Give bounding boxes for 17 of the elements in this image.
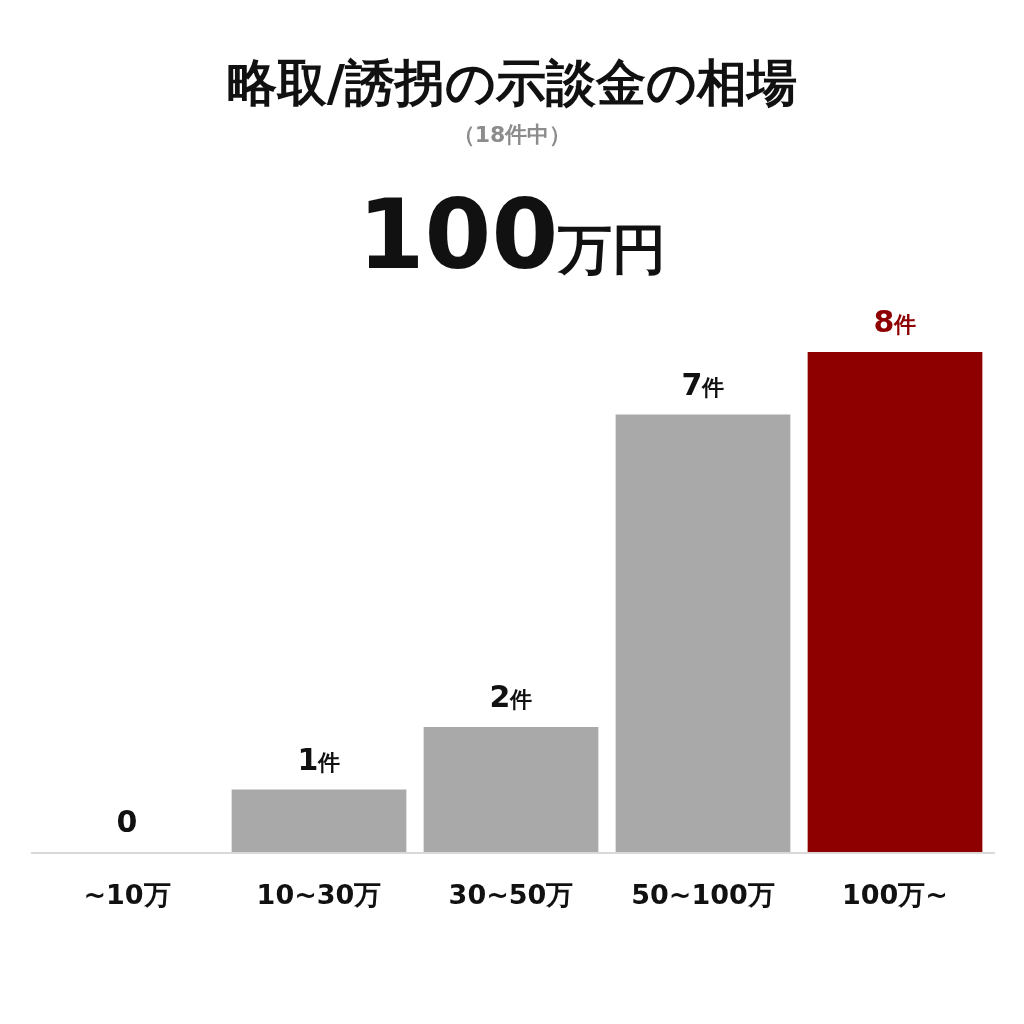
text: 100万円 — [357, 179, 667, 291]
bar — [423, 727, 599, 852]
data-label: 0 — [116, 804, 138, 839]
x-tick-label: ~10万 — [83, 879, 171, 910]
x-tick-label: 10~30万 — [256, 879, 382, 910]
data-label: 1件 — [297, 741, 341, 777]
x-tick-label: 100万~ — [842, 879, 948, 910]
data-label: 2件 — [489, 679, 533, 714]
bar — [231, 789, 407, 852]
chart-title: 略取/誘拐の示談金の相場 — [226, 54, 798, 112]
data-label: 7件 — [681, 366, 725, 402]
x-tick-label: 50~100万 — [631, 879, 775, 910]
chart-subtitle: （18件中） — [452, 122, 572, 147]
x-tick-label: 30~50万 — [448, 879, 574, 910]
bar — [807, 352, 983, 852]
bar — [615, 414, 791, 852]
data-label: 8件 — [873, 304, 917, 339]
